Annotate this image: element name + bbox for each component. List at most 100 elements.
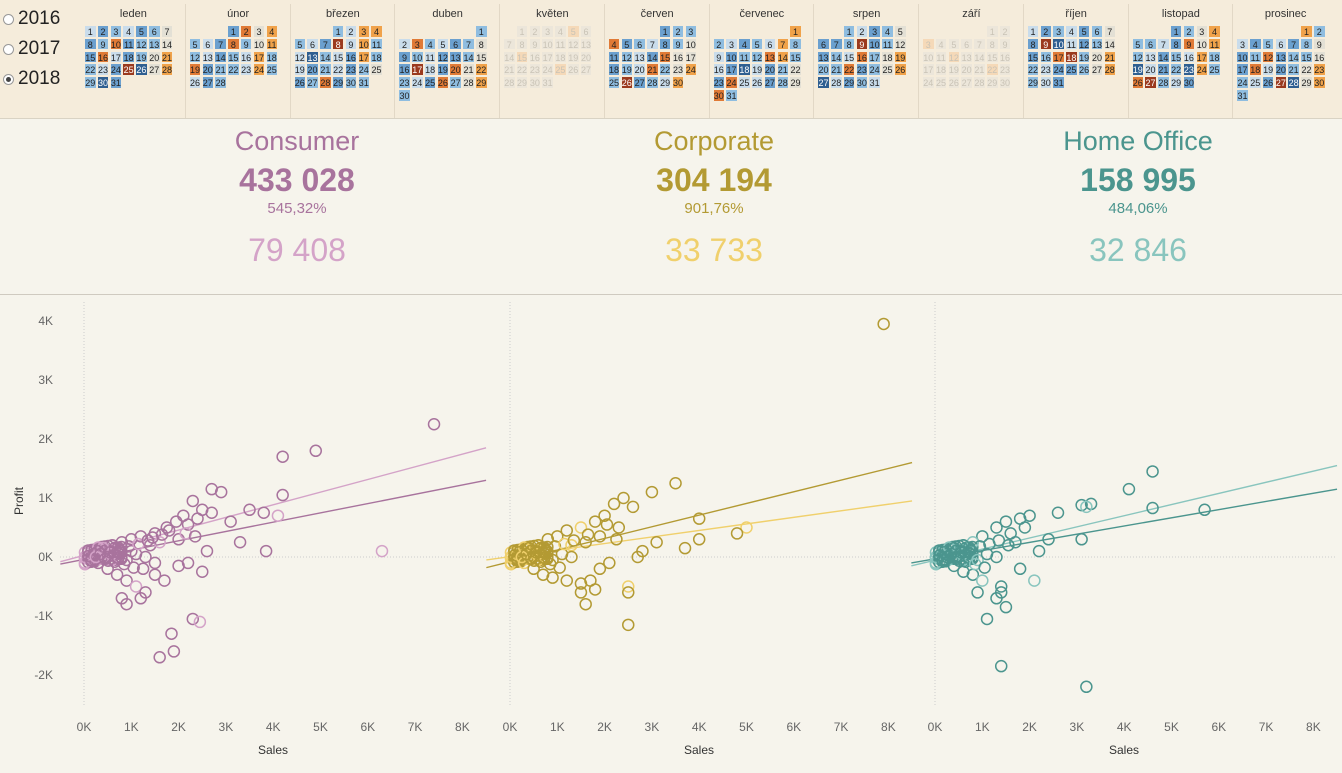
calendar-day[interactable]: 6: [201, 37, 215, 51]
calendar-day[interactable]: 8: [986, 37, 999, 51]
calendar-day[interactable]: 11: [607, 50, 621, 64]
calendar-day[interactable]: 3: [922, 37, 935, 51]
calendar-day[interactable]: 14: [1287, 50, 1300, 64]
calendar-day[interactable]: 13: [1090, 37, 1104, 51]
calendar-day[interactable]: 6: [763, 37, 777, 51]
calendar-day[interactable]: 28: [776, 76, 789, 89]
calendar-day[interactable]: 13: [1274, 50, 1288, 64]
calendar-day[interactable]: 3: [1236, 37, 1249, 51]
calendar-day[interactable]: 10: [725, 50, 738, 64]
calendar-day[interactable]: 15: [986, 50, 999, 64]
calendar-day[interactable]: 13: [579, 37, 593, 51]
calendar-day[interactable]: 2: [96, 25, 110, 38]
calendar-day[interactable]: 9: [1039, 37, 1053, 51]
calendar-day[interactable]: 7: [503, 37, 516, 51]
calendar-day[interactable]: 4: [607, 37, 621, 51]
calendar-day[interactable]: 25: [370, 63, 383, 76]
calendar-day[interactable]: 22: [1169, 63, 1183, 76]
calendar-day[interactable]: 14: [160, 37, 174, 51]
calendar-day[interactable]: 1: [986, 25, 999, 38]
calendar-day[interactable]: 30: [998, 76, 1012, 89]
calendar-day[interactable]: 26: [436, 76, 450, 89]
calendar-day[interactable]: 29: [84, 76, 97, 89]
calendar-day[interactable]: 5: [293, 37, 306, 51]
calendar-day[interactable]: 26: [567, 63, 580, 76]
calendar-day[interactable]: 29: [1026, 76, 1040, 89]
calendar-day[interactable]: 8: [1026, 37, 1040, 51]
calendar-day[interactable]: 26: [894, 63, 907, 76]
calendar-day[interactable]: 23: [1313, 63, 1326, 76]
calendar-day[interactable]: 25: [122, 63, 135, 76]
calendar-day[interactable]: 4: [934, 37, 948, 51]
calendar-day[interactable]: 27: [449, 76, 462, 89]
calendar-day[interactable]: 10: [1195, 37, 1208, 51]
calendar-day[interactable]: 30: [1039, 76, 1053, 89]
calendar-day[interactable]: 20: [763, 63, 777, 76]
calendar-day[interactable]: 6: [1144, 37, 1157, 51]
calendar-day[interactable]: 23: [239, 63, 253, 76]
calendar-day[interactable]: 24: [357, 63, 370, 76]
calendar-day[interactable]: 30: [855, 76, 869, 89]
calendar-day[interactable]: 17: [725, 63, 738, 76]
calendar-day[interactable]: 2: [998, 25, 1012, 38]
calendar-day[interactable]: 20: [148, 50, 161, 64]
calendar-day[interactable]: 1: [1300, 25, 1313, 38]
calendar-day[interactable]: 2: [239, 25, 253, 38]
calendar-day[interactable]: 10: [922, 50, 935, 64]
calendar-day[interactable]: 18: [554, 50, 567, 64]
calendar-day[interactable]: 18: [265, 50, 279, 64]
calendar-day[interactable]: 29: [842, 76, 856, 89]
calendar-day[interactable]: 19: [750, 63, 764, 76]
calendar-day[interactable]: 16: [1313, 50, 1326, 64]
calendar-day[interactable]: 29: [1169, 76, 1183, 89]
calendar-day[interactable]: 24: [868, 63, 881, 76]
calendar-day[interactable]: 3: [109, 25, 123, 38]
calendar-day[interactable]: 20: [1144, 63, 1157, 76]
calendar-day[interactable]: 28: [1103, 63, 1117, 76]
calendar-day[interactable]: 17: [1195, 50, 1208, 64]
calendar-day[interactable]: 18: [881, 50, 894, 64]
calendar-day[interactable]: 13: [817, 50, 830, 64]
calendar-day[interactable]: 19: [188, 63, 202, 76]
calendar-day[interactable]: 25: [934, 76, 948, 89]
calendar-day[interactable]: 13: [1144, 50, 1157, 64]
calendar-day[interactable]: 25: [1249, 76, 1262, 89]
calendar-day[interactable]: 17: [357, 50, 370, 64]
calendar-day[interactable]: 24: [411, 76, 424, 89]
calendar-day[interactable]: 29: [1300, 76, 1313, 89]
year-option-2016[interactable]: 2016: [0, 4, 80, 34]
calendar-day[interactable]: 23: [998, 63, 1012, 76]
calendar-day[interactable]: 5: [750, 37, 764, 51]
calendar-day[interactable]: 27: [201, 76, 215, 89]
calendar-day[interactable]: 30: [712, 89, 725, 102]
calendar-day[interactable]: 9: [344, 37, 358, 51]
calendar-day[interactable]: 9: [1182, 37, 1196, 51]
calendar-day[interactable]: 1: [1169, 25, 1183, 38]
calendar-day[interactable]: 15: [1300, 50, 1313, 64]
calendar-day[interactable]: 7: [973, 37, 986, 51]
calendar-day[interactable]: 7: [160, 25, 174, 38]
calendar-day[interactable]: 16: [398, 63, 411, 76]
calendar-day[interactable]: 9: [671, 37, 685, 51]
calendar-day[interactable]: 18: [738, 63, 751, 76]
calendar-day[interactable]: 25: [423, 76, 437, 89]
calendar-day[interactable]: 1: [475, 25, 488, 38]
calendar-day[interactable]: 14: [646, 50, 659, 64]
calendar-day[interactable]: 7: [1287, 37, 1300, 51]
calendar-day[interactable]: 24: [541, 63, 554, 76]
calendar-day[interactable]: 26: [1131, 76, 1144, 89]
calendar-day[interactable]: 19: [620, 63, 634, 76]
calendar-day[interactable]: 15: [1026, 50, 1040, 64]
calendar-day[interactable]: 17: [922, 63, 935, 76]
radio-icon[interactable]: [3, 43, 14, 55]
calendar-day[interactable]: 27: [1274, 76, 1288, 89]
calendar-day[interactable]: 24: [109, 63, 123, 76]
calendar-day[interactable]: 6: [449, 37, 462, 51]
calendar-day[interactable]: 13: [449, 50, 462, 64]
calendar-day[interactable]: 11: [738, 50, 751, 64]
calendar-day[interactable]: 3: [357, 25, 370, 38]
calendar-day[interactable]: 18: [607, 63, 621, 76]
calendar-day[interactable]: 12: [894, 37, 907, 51]
calendar-day[interactable]: 11: [1208, 37, 1221, 51]
calendar-day[interactable]: 18: [370, 50, 383, 64]
